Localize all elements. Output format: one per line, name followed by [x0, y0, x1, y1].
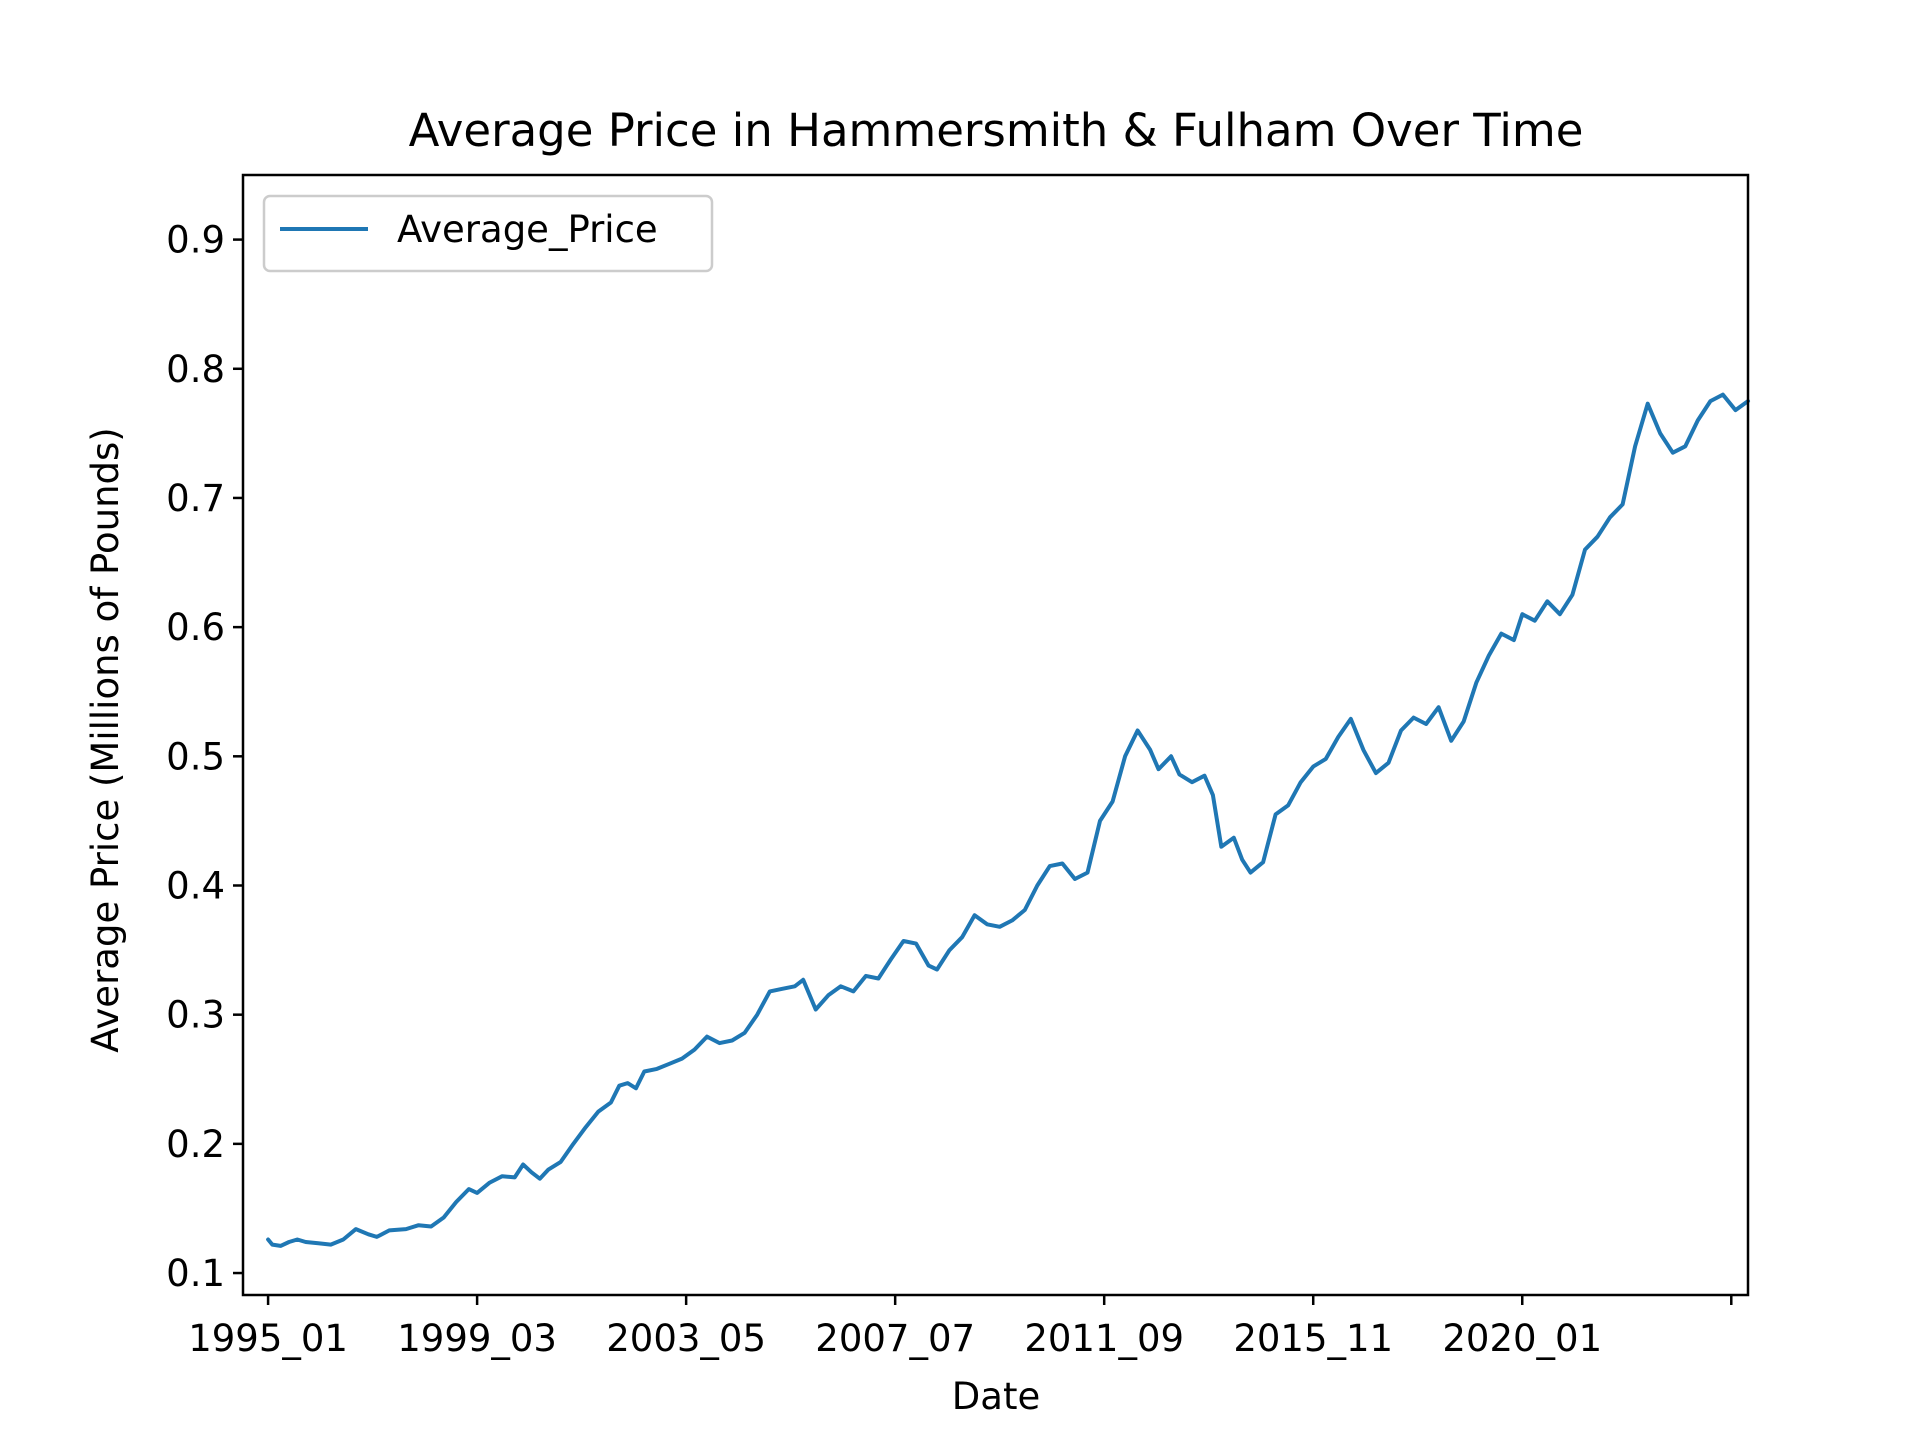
x-tick-label: 1995_01	[188, 1317, 348, 1360]
chart-title: Average Price in Hammersmith & Fulham Ov…	[409, 104, 1584, 157]
series-line-average-price	[266, 392, 1750, 1248]
legend: Average_Price	[262, 194, 714, 273]
plot-area	[266, 392, 1750, 1248]
y-tick-label: 0.5	[166, 735, 225, 778]
x-tick-label: 2007_07	[815, 1317, 975, 1360]
x-axis-label: Date	[952, 1375, 1040, 1418]
y-tick-label: 0.3	[166, 994, 225, 1037]
legend-label: Average_Price	[397, 208, 658, 251]
x-tick-label: 1999_03	[397, 1317, 557, 1360]
x-tick-label: 2015_11	[1233, 1317, 1393, 1360]
y-axis-label: Average Price (Millions of Pounds)	[84, 427, 127, 1052]
y-axis: 0.1 0.2 0.3 0.4 0.5 0.6 0.7 0.8 0.9	[166, 219, 243, 1295]
y-tick-label: 0.7	[166, 477, 225, 520]
y-tick-label: 0.6	[166, 606, 225, 649]
x-axis: 1995_01 1999_03 2003_05 2007_07 2011_09 2015_…	[188, 1295, 1733, 1360]
x-tick-label: 2020_01	[1442, 1317, 1602, 1360]
y-tick-label: 0.1	[166, 1252, 225, 1295]
y-tick-label: 0.8	[166, 348, 225, 391]
x-tick-label: 2003_05	[606, 1317, 766, 1360]
y-tick-label: 0.9	[166, 219, 225, 262]
axes-frame	[241, 173, 1750, 1297]
y-tick-label: 0.4	[166, 864, 225, 907]
y-tick-label: 0.2	[166, 1123, 225, 1166]
x-tick-label: 2011_09	[1024, 1317, 1184, 1360]
legend-box	[262, 194, 714, 273]
